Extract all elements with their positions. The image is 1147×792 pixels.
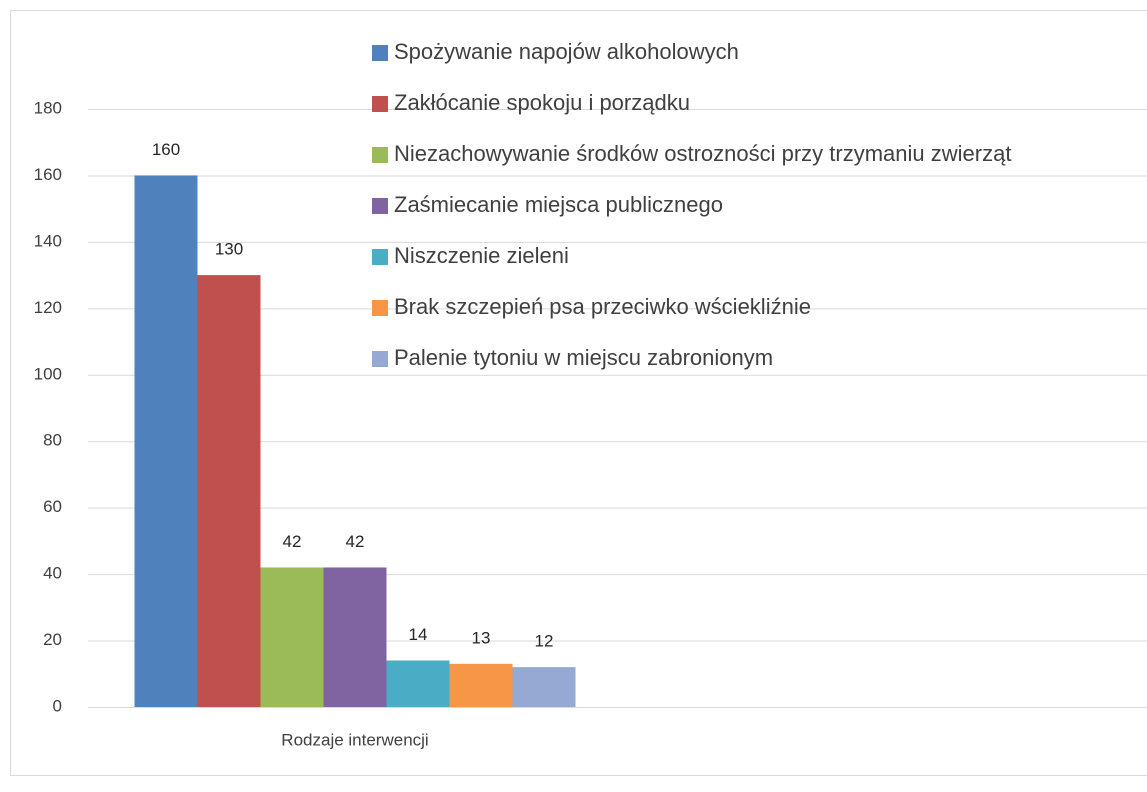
data-label: 160	[152, 140, 180, 159]
bar	[386, 660, 450, 707]
y-tick-label: 180	[34, 98, 62, 117]
legend-label: Zaśmiecanie miejsca publicznego	[394, 192, 723, 217]
y-tick-label: 100	[34, 364, 62, 383]
legend-swatch	[372, 249, 388, 265]
legend-swatch	[372, 351, 388, 367]
bar	[134, 175, 198, 707]
y-tick-label: 20	[43, 630, 62, 649]
legend-label: Niszczenie zieleni	[394, 243, 569, 268]
legend-label: Palenie tytoniu w miejscu zabronionym	[394, 345, 773, 370]
data-label: 14	[409, 625, 428, 644]
x-tick-label: Rodzaje interwencji	[281, 730, 428, 749]
bar	[197, 275, 261, 707]
y-tick-label: 40	[43, 564, 62, 583]
legend-label: Spożywanie napojów alkoholowych	[394, 39, 739, 64]
bar	[449, 663, 513, 707]
legend-label: Niezachowywanie środków ostrozności przy…	[394, 141, 1011, 166]
y-tick-label: 0	[53, 696, 62, 715]
data-label: 42	[346, 532, 365, 551]
data-label: 130	[215, 240, 243, 259]
legend-label: Zakłócanie spokoju i porządku	[394, 90, 690, 115]
bar	[512, 667, 576, 707]
legend-label: Brak szczepień psa przeciwko wściekliźni…	[394, 294, 811, 319]
legend-swatch	[372, 147, 388, 163]
legend-swatch	[372, 198, 388, 214]
y-tick-label: 80	[43, 431, 62, 450]
legend-swatch	[372, 300, 388, 316]
legend-swatch	[372, 96, 388, 112]
y-tick-label: 120	[34, 298, 62, 317]
data-label: 42	[283, 532, 302, 551]
y-tick-label: 160	[34, 165, 62, 184]
data-label: 13	[472, 628, 491, 647]
data-label: 12	[535, 632, 554, 651]
bar	[323, 567, 387, 707]
bar	[260, 567, 324, 707]
legend-swatch	[372, 45, 388, 61]
y-tick-label: 60	[43, 497, 62, 516]
y-tick-label: 140	[34, 231, 62, 250]
